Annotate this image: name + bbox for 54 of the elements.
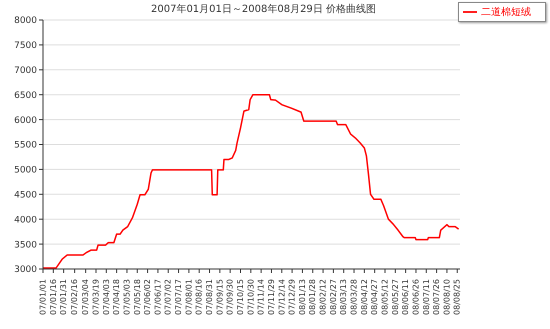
x-tick-label: 08/06/11: [401, 279, 410, 315]
x-tick-label: 08/06/26: [411, 279, 420, 315]
x-tick-label: 08/07/11: [422, 279, 431, 315]
x-tick-label: 08/02/27: [328, 279, 338, 315]
x-tick-label: 08/08/10: [442, 279, 452, 315]
x-tick-label: 07/10/15: [236, 279, 245, 315]
x-tick-label: 08/08/25: [452, 279, 462, 315]
x-tick-label: 07/03/19: [91, 279, 100, 315]
y-tick-label: 6500: [14, 90, 38, 101]
x-tick-label: 07/08/31: [205, 279, 214, 315]
x-tick-label: 07/05/18: [132, 279, 142, 315]
x-tick-label: 07/01/01: [38, 279, 48, 315]
x-tick-label: 07/07/17: [174, 279, 184, 315]
x-tick-label: 08/01/13: [298, 279, 307, 315]
x-tick-label: 08/04/27: [370, 279, 380, 315]
x-tick-label: 07/02/16: [70, 279, 80, 315]
x-tick-label: 07/01/16: [48, 279, 58, 315]
y-tick-label: 3000: [14, 265, 38, 276]
x-tick-label: 08/01/28: [308, 279, 318, 315]
y-tick-label: 7500: [14, 41, 38, 52]
y-tick-label: 4000: [14, 215, 38, 226]
y-tick-label: 5500: [14, 140, 38, 151]
y-tick-label: 6000: [14, 116, 38, 126]
chart-title: 2007年01月01日～2008年08月29日 价格曲线图: [151, 4, 376, 15]
x-tick-label: 07/07/02: [164, 279, 173, 315]
x-tick-label: 07/11/14: [256, 279, 266, 315]
y-tick-label: 7000: [14, 66, 38, 76]
x-tick-label: 08/04/12: [360, 279, 369, 315]
x-tick-label: 07/12/29: [288, 279, 297, 315]
x-tick-label: 07/05/03: [122, 279, 132, 315]
y-tick-label: 8000: [14, 16, 38, 26]
x-tick-label: 08/05/12: [380, 279, 390, 315]
x-tick-label: 08/05/27: [390, 279, 400, 315]
x-tick-label: 08/03/28: [350, 279, 359, 315]
legend-label: 二道棉短绒: [481, 7, 531, 18]
x-tick-label: 07/09/15: [215, 279, 224, 315]
x-tick-label: 07/10/30: [246, 279, 256, 315]
y-tick-label: 3500: [14, 240, 38, 250]
x-tick-label: 07/08/16: [194, 279, 204, 315]
x-tick-label: 08/07/26: [432, 279, 442, 315]
x-tick-label: 07/01/31: [59, 279, 68, 315]
x-tick-label: 07/12/14: [277, 279, 286, 315]
x-tick-label: 07/06/17: [153, 279, 162, 315]
x-tick-label: 07/08/01: [184, 279, 194, 315]
x-tick-label: 07/04/18: [112, 279, 122, 315]
x-tick-label: 07/06/02: [143, 279, 152, 315]
x-tick-label: 07/03/04: [81, 279, 90, 315]
y-tick-label: 5000: [14, 166, 38, 176]
x-tick-label: 07/11/29: [266, 279, 276, 315]
x-tick-label: 07/04/03: [102, 279, 111, 315]
x-tick-label: 07/09/30: [226, 279, 235, 315]
x-tick-label: 08/02/12: [318, 279, 328, 315]
y-tick-label: 4500: [14, 190, 38, 200]
x-tick-label: 08/03/13: [339, 279, 348, 315]
